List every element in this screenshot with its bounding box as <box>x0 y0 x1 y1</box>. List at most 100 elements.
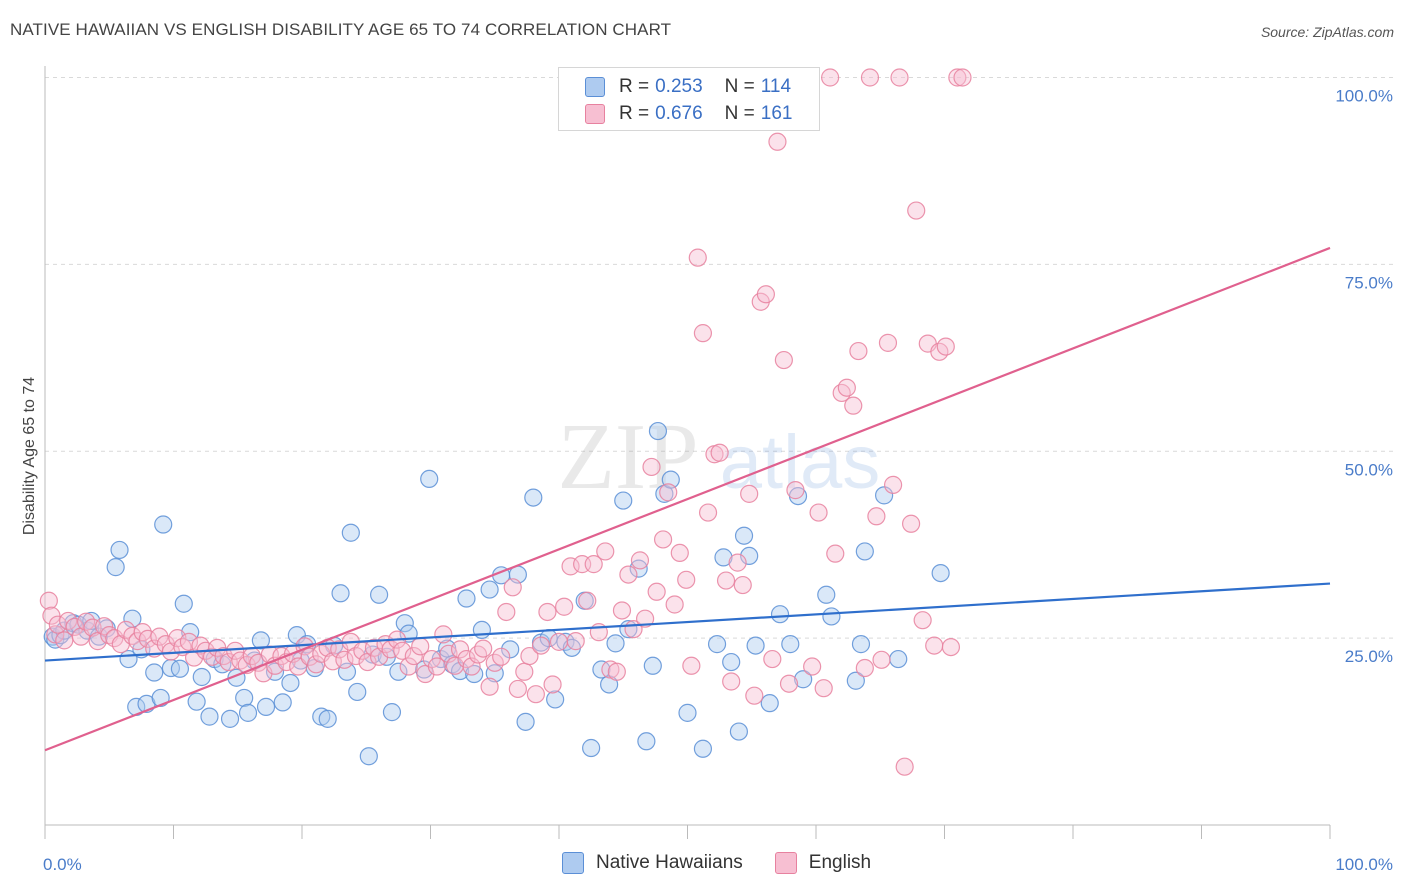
data-point <box>774 350 793 370</box>
data-point <box>643 656 662 675</box>
data-point <box>95 617 114 636</box>
data-point <box>596 542 615 561</box>
data-point <box>851 635 871 654</box>
x-tick-label: 0.0% <box>43 855 82 874</box>
data-point <box>83 618 102 637</box>
chart-title: NATIVE HAWAIIAN VS ENGLISH DISABILITY AG… <box>10 20 672 39</box>
data-point <box>543 675 562 694</box>
legend-r-value: 0.253 <box>655 76 703 97</box>
stats-legend: R = 0.253 N = 114 R = 0.676 N = 161 <box>558 67 820 131</box>
data-point <box>647 582 666 601</box>
data-point <box>335 650 354 669</box>
data-point <box>890 68 909 87</box>
data-point <box>728 553 747 572</box>
data-point <box>693 324 713 343</box>
data-point <box>168 629 187 648</box>
legend-label: English <box>808 852 872 873</box>
data-point <box>817 585 836 604</box>
data-point <box>154 515 173 534</box>
watermark-zip: ZIP <box>558 405 699 509</box>
y-tick-label: 25.0% <box>1345 647 1393 666</box>
data-point <box>174 594 193 613</box>
data-point <box>867 507 886 526</box>
data-point <box>659 483 678 502</box>
data-point <box>214 646 233 666</box>
data-point <box>768 132 787 151</box>
data-point <box>913 611 932 630</box>
data-point <box>821 68 840 87</box>
data-point <box>151 688 170 708</box>
data-point <box>760 694 779 713</box>
data-point <box>895 757 914 776</box>
data-point <box>226 641 245 660</box>
data-point <box>457 589 476 608</box>
data-point <box>578 591 597 610</box>
data-point <box>740 546 759 566</box>
data-point <box>485 664 504 683</box>
y-tick-label: 75.0% <box>1345 273 1393 292</box>
data-point <box>837 378 856 397</box>
data-point <box>192 667 211 687</box>
legend-label: Native Hawaiians <box>596 852 743 873</box>
data-point <box>883 475 903 494</box>
data-point <box>43 627 62 646</box>
data-point <box>427 657 447 676</box>
data-point <box>941 637 961 657</box>
legend-row-native-hawaiians: R = 0.253 N = 114 <box>585 74 791 100</box>
data-point <box>688 248 707 267</box>
data-point <box>123 626 142 645</box>
data-point <box>763 649 782 669</box>
legend-r-label: R = <box>619 76 650 97</box>
data-point <box>235 688 254 708</box>
data-point <box>607 662 626 681</box>
y-axis-label: Disability Age 65 to 74 <box>21 377 38 535</box>
legend-r-value: 0.676 <box>655 103 703 124</box>
legend-n-value: 161 <box>760 103 793 124</box>
x-tick-label: 100.0% <box>1335 855 1393 874</box>
data-point <box>746 636 765 655</box>
data-point <box>889 649 908 669</box>
data-point <box>855 658 874 678</box>
data-point <box>745 686 764 705</box>
data-point <box>331 584 350 603</box>
data-point <box>382 703 402 722</box>
data-point <box>814 679 833 698</box>
data-point <box>106 558 125 577</box>
data-point <box>200 707 219 726</box>
data-point <box>480 580 499 599</box>
data-point <box>707 635 727 654</box>
data-point <box>281 673 300 693</box>
data-point <box>508 679 527 699</box>
data-point <box>420 469 439 489</box>
legend-r-label: R = <box>619 103 650 124</box>
data-point <box>566 632 585 651</box>
y-tick-labels: 25.0% 50.0% 75.0% 100.0% <box>1335 87 1393 667</box>
data-point <box>722 672 741 691</box>
data-point <box>138 629 157 648</box>
data-point <box>393 641 412 660</box>
data-point <box>809 503 828 522</box>
legend-swatch-blue <box>562 852 584 874</box>
data-point <box>665 595 684 614</box>
data-point <box>468 645 488 664</box>
legend-n-value: 114 <box>760 76 792 97</box>
data-point <box>492 647 511 666</box>
data-point <box>781 635 800 654</box>
data-point <box>538 602 557 622</box>
data-point <box>531 636 551 655</box>
data-point <box>145 663 164 682</box>
data-point <box>606 634 625 653</box>
data-point <box>348 682 367 702</box>
data-point <box>875 486 894 505</box>
data-point <box>948 68 967 87</box>
data-point <box>714 548 733 567</box>
data-point <box>756 285 775 304</box>
data-point <box>855 542 874 561</box>
legend-swatch-pink <box>774 852 797 874</box>
data-point <box>238 703 258 722</box>
data-point <box>474 639 493 658</box>
data-point <box>450 640 470 659</box>
data-point <box>637 732 656 751</box>
data-point <box>170 659 190 678</box>
source-label: Source: ZipAtlas.com <box>1260 24 1394 40</box>
